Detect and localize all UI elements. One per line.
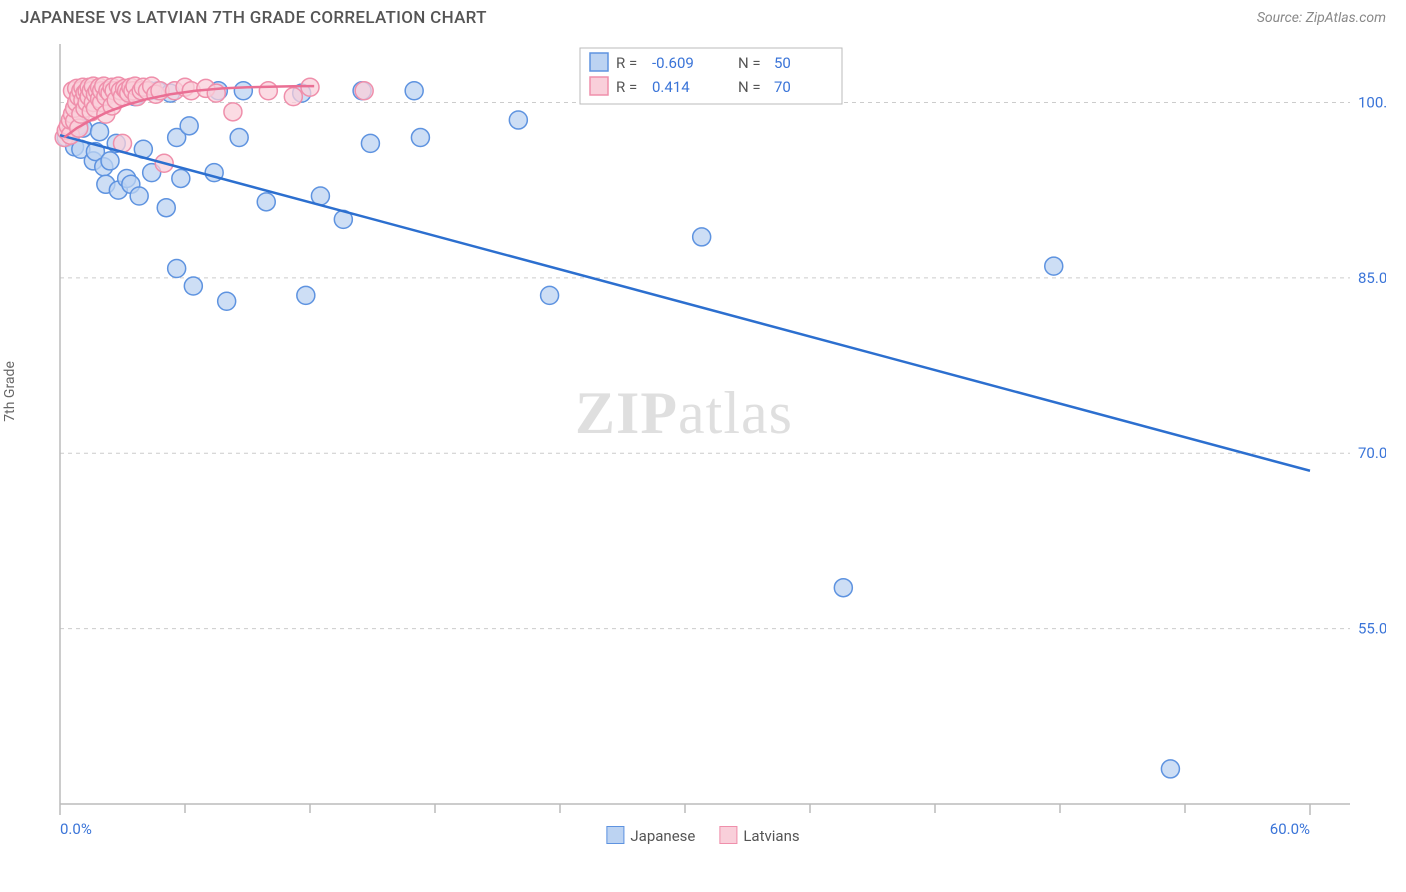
data-point [168,259,186,277]
legend-item: Japanese [606,826,695,845]
data-point [224,103,242,121]
data-point [834,579,852,597]
svg-text:60.0%: 60.0% [1270,820,1310,838]
svg-text:70: 70 [774,78,791,96]
data-point [541,286,559,304]
svg-text:85.0%: 85.0% [1358,269,1386,287]
data-point [230,129,248,147]
legend-item: Latvians [719,826,799,845]
data-point [259,82,277,100]
data-point [184,277,202,295]
trend-line [60,135,1310,471]
data-point [1045,257,1063,275]
data-point [234,82,252,100]
data-point [355,82,373,100]
svg-text:R =: R = [616,78,637,96]
svg-text:55.0%: 55.0% [1358,620,1386,638]
svg-text:N =: N = [738,54,761,72]
data-point [91,123,109,141]
data-point [180,117,198,135]
legend-swatch [606,826,624,844]
data-point [207,84,225,102]
bottom-legend: Japanese Latvians [606,826,799,845]
data-point [405,82,423,100]
svg-text:100.0%: 100.0% [1358,93,1386,111]
data-point [693,228,711,246]
data-point [130,187,148,205]
data-point [1161,760,1179,778]
svg-text:70.0%: 70.0% [1358,444,1386,462]
data-point [172,169,190,187]
data-point [361,134,379,152]
svg-text:R =: R = [616,54,637,72]
svg-text:50: 50 [774,54,791,72]
data-point [284,88,302,106]
legend-swatch [719,826,737,844]
chart-area: 7th Grade 55.0%70.0%85.0%100.0%0.0%60.0%… [20,34,1386,854]
svg-text:0.0%: 0.0% [60,820,92,838]
chart-title: JAPANESE VS LATVIAN 7TH GRADE CORRELATIO… [20,8,487,28]
data-point [297,286,315,304]
data-point [157,199,175,217]
source-label: Source: ZipAtlas.com [1257,10,1386,26]
data-point [509,111,527,129]
y-axis-label: 7th Grade [2,361,18,422]
scatter-chart: 55.0% 70.0% 85.0% 100.0% 0.0% 60.0% R = -0.609 N… [20,34,1386,854]
svg-text:-0.609: -0.609 [652,54,694,72]
data-point [218,292,236,310]
data-point [411,129,429,147]
data-point [101,152,119,170]
svg-text:0.414: 0.414 [652,78,690,96]
svg-text:N =: N = [738,78,761,96]
data-point [257,193,275,211]
